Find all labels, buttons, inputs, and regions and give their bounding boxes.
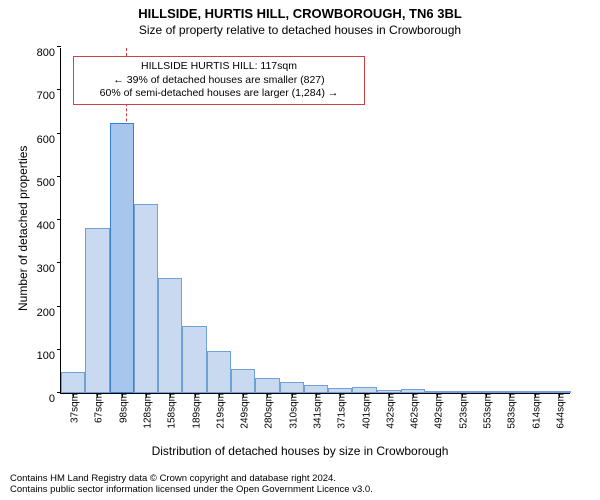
histogram-bar xyxy=(61,372,85,393)
histogram-bar xyxy=(110,123,134,393)
histogram-bar xyxy=(255,378,279,393)
x-tick-label: 553sqm xyxy=(479,393,494,429)
x-tick-label: 249sqm xyxy=(236,393,251,429)
x-tick-label: 644sqm xyxy=(551,393,566,429)
x-tick-label: 462sqm xyxy=(406,393,421,429)
x-tick-label: 189sqm xyxy=(187,393,202,429)
x-tick-label: 614sqm xyxy=(527,393,542,429)
x-tick-label: 341sqm xyxy=(309,393,324,429)
y-tick-label: 300 xyxy=(37,263,61,275)
x-axis-label: Distribution of detached houses by size … xyxy=(0,444,600,458)
attribution-line2: Contains public sector information licen… xyxy=(10,485,373,496)
histogram-bar xyxy=(134,204,158,393)
chart-title: HILLSIDE, HURTIS HILL, CROWBOROUGH, TN6 … xyxy=(0,0,600,21)
y-tick-mark xyxy=(57,349,61,350)
x-tick-label: 371sqm xyxy=(333,393,348,429)
x-tick-label: 37sqm xyxy=(66,393,81,423)
y-tick-mark xyxy=(57,46,61,47)
y-tick-mark xyxy=(57,89,61,90)
x-tick-label: 401sqm xyxy=(357,393,372,429)
annotation-line3: 60% of semi-detached houses are larger (… xyxy=(80,87,358,101)
chart-container: { "title": "HILLSIDE, HURTIS HILL, CROWB… xyxy=(0,0,600,500)
y-tick-label: 700 xyxy=(37,90,61,102)
histogram-bar xyxy=(85,228,109,393)
x-tick-label: 523sqm xyxy=(454,393,469,429)
histogram-bar xyxy=(158,278,182,393)
plot-area: HILLSIDE HURTIS HILL: 117sqm ← 39% of de… xyxy=(60,48,570,394)
x-tick-label: 158sqm xyxy=(163,393,178,429)
y-axis-label: Number of detached properties xyxy=(16,146,30,311)
x-tick-label: 432sqm xyxy=(381,393,396,429)
y-tick-mark xyxy=(57,219,61,220)
chart-subtitle: Size of property relative to detached ho… xyxy=(0,21,600,37)
annotation-line1: HILLSIDE HURTIS HILL: 117sqm xyxy=(80,60,358,74)
x-tick-label: 219sqm xyxy=(211,393,226,429)
y-tick-label: 100 xyxy=(37,350,61,362)
y-tick-label: 400 xyxy=(37,220,61,232)
x-tick-label: 128sqm xyxy=(139,393,154,429)
y-tick-mark xyxy=(57,306,61,307)
y-tick-label: 600 xyxy=(37,134,61,146)
histogram-bar xyxy=(280,382,304,393)
histogram-bar xyxy=(231,369,255,393)
y-tick-mark xyxy=(57,133,61,134)
x-tick-label: 583sqm xyxy=(503,393,518,429)
annotation-line2: ← 39% of detached houses are smaller (82… xyxy=(80,74,358,88)
histogram-bar xyxy=(207,351,231,393)
x-tick-label: 280sqm xyxy=(260,393,275,429)
x-tick-label: 98sqm xyxy=(114,393,129,423)
y-tick-label: 500 xyxy=(37,177,61,189)
annotation-box: HILLSIDE HURTIS HILL: 117sqm ← 39% of de… xyxy=(73,56,365,105)
histogram-bar xyxy=(182,326,206,393)
y-tick-label: 0 xyxy=(49,393,61,405)
y-tick-label: 200 xyxy=(37,307,61,319)
y-tick-label: 800 xyxy=(37,47,61,59)
y-tick-mark xyxy=(57,176,61,177)
attribution: Contains HM Land Registry data © Crown c… xyxy=(0,474,373,496)
x-tick-label: 67sqm xyxy=(90,393,105,423)
y-tick-mark xyxy=(57,262,61,263)
histogram-bar xyxy=(304,385,328,393)
x-tick-label: 310sqm xyxy=(284,393,299,429)
x-tick-label: 492sqm xyxy=(430,393,445,429)
